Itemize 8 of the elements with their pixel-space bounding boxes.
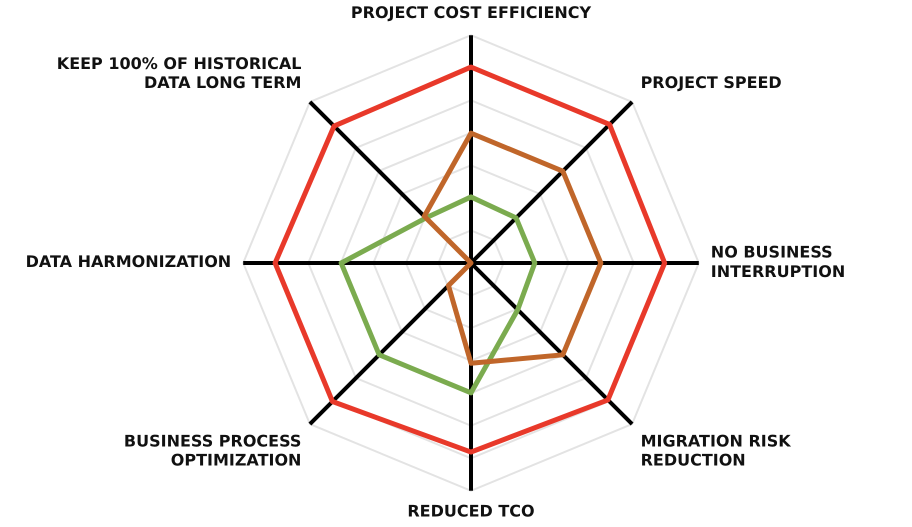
spoke-label: REDUCED TCO bbox=[407, 502, 535, 521]
spoke-label: NO BUSINESS INTERRUPTION bbox=[710, 242, 846, 281]
spoke-label: PROJECT COST EFFICIENCY bbox=[350, 2, 592, 22]
spoke-label: MIGRATION RISK REDUCTION bbox=[640, 431, 792, 470]
spoke-label: DATA HARMONIZATION bbox=[26, 252, 232, 272]
spoke-label: KEEP 100% OF HISTORICAL DATA LONG TERM bbox=[56, 54, 302, 92]
spoke-label: BUSINESS PROCESS OPTIMIZATION bbox=[124, 431, 302, 470]
spoke-label: PROJECT SPEED bbox=[640, 72, 782, 92]
